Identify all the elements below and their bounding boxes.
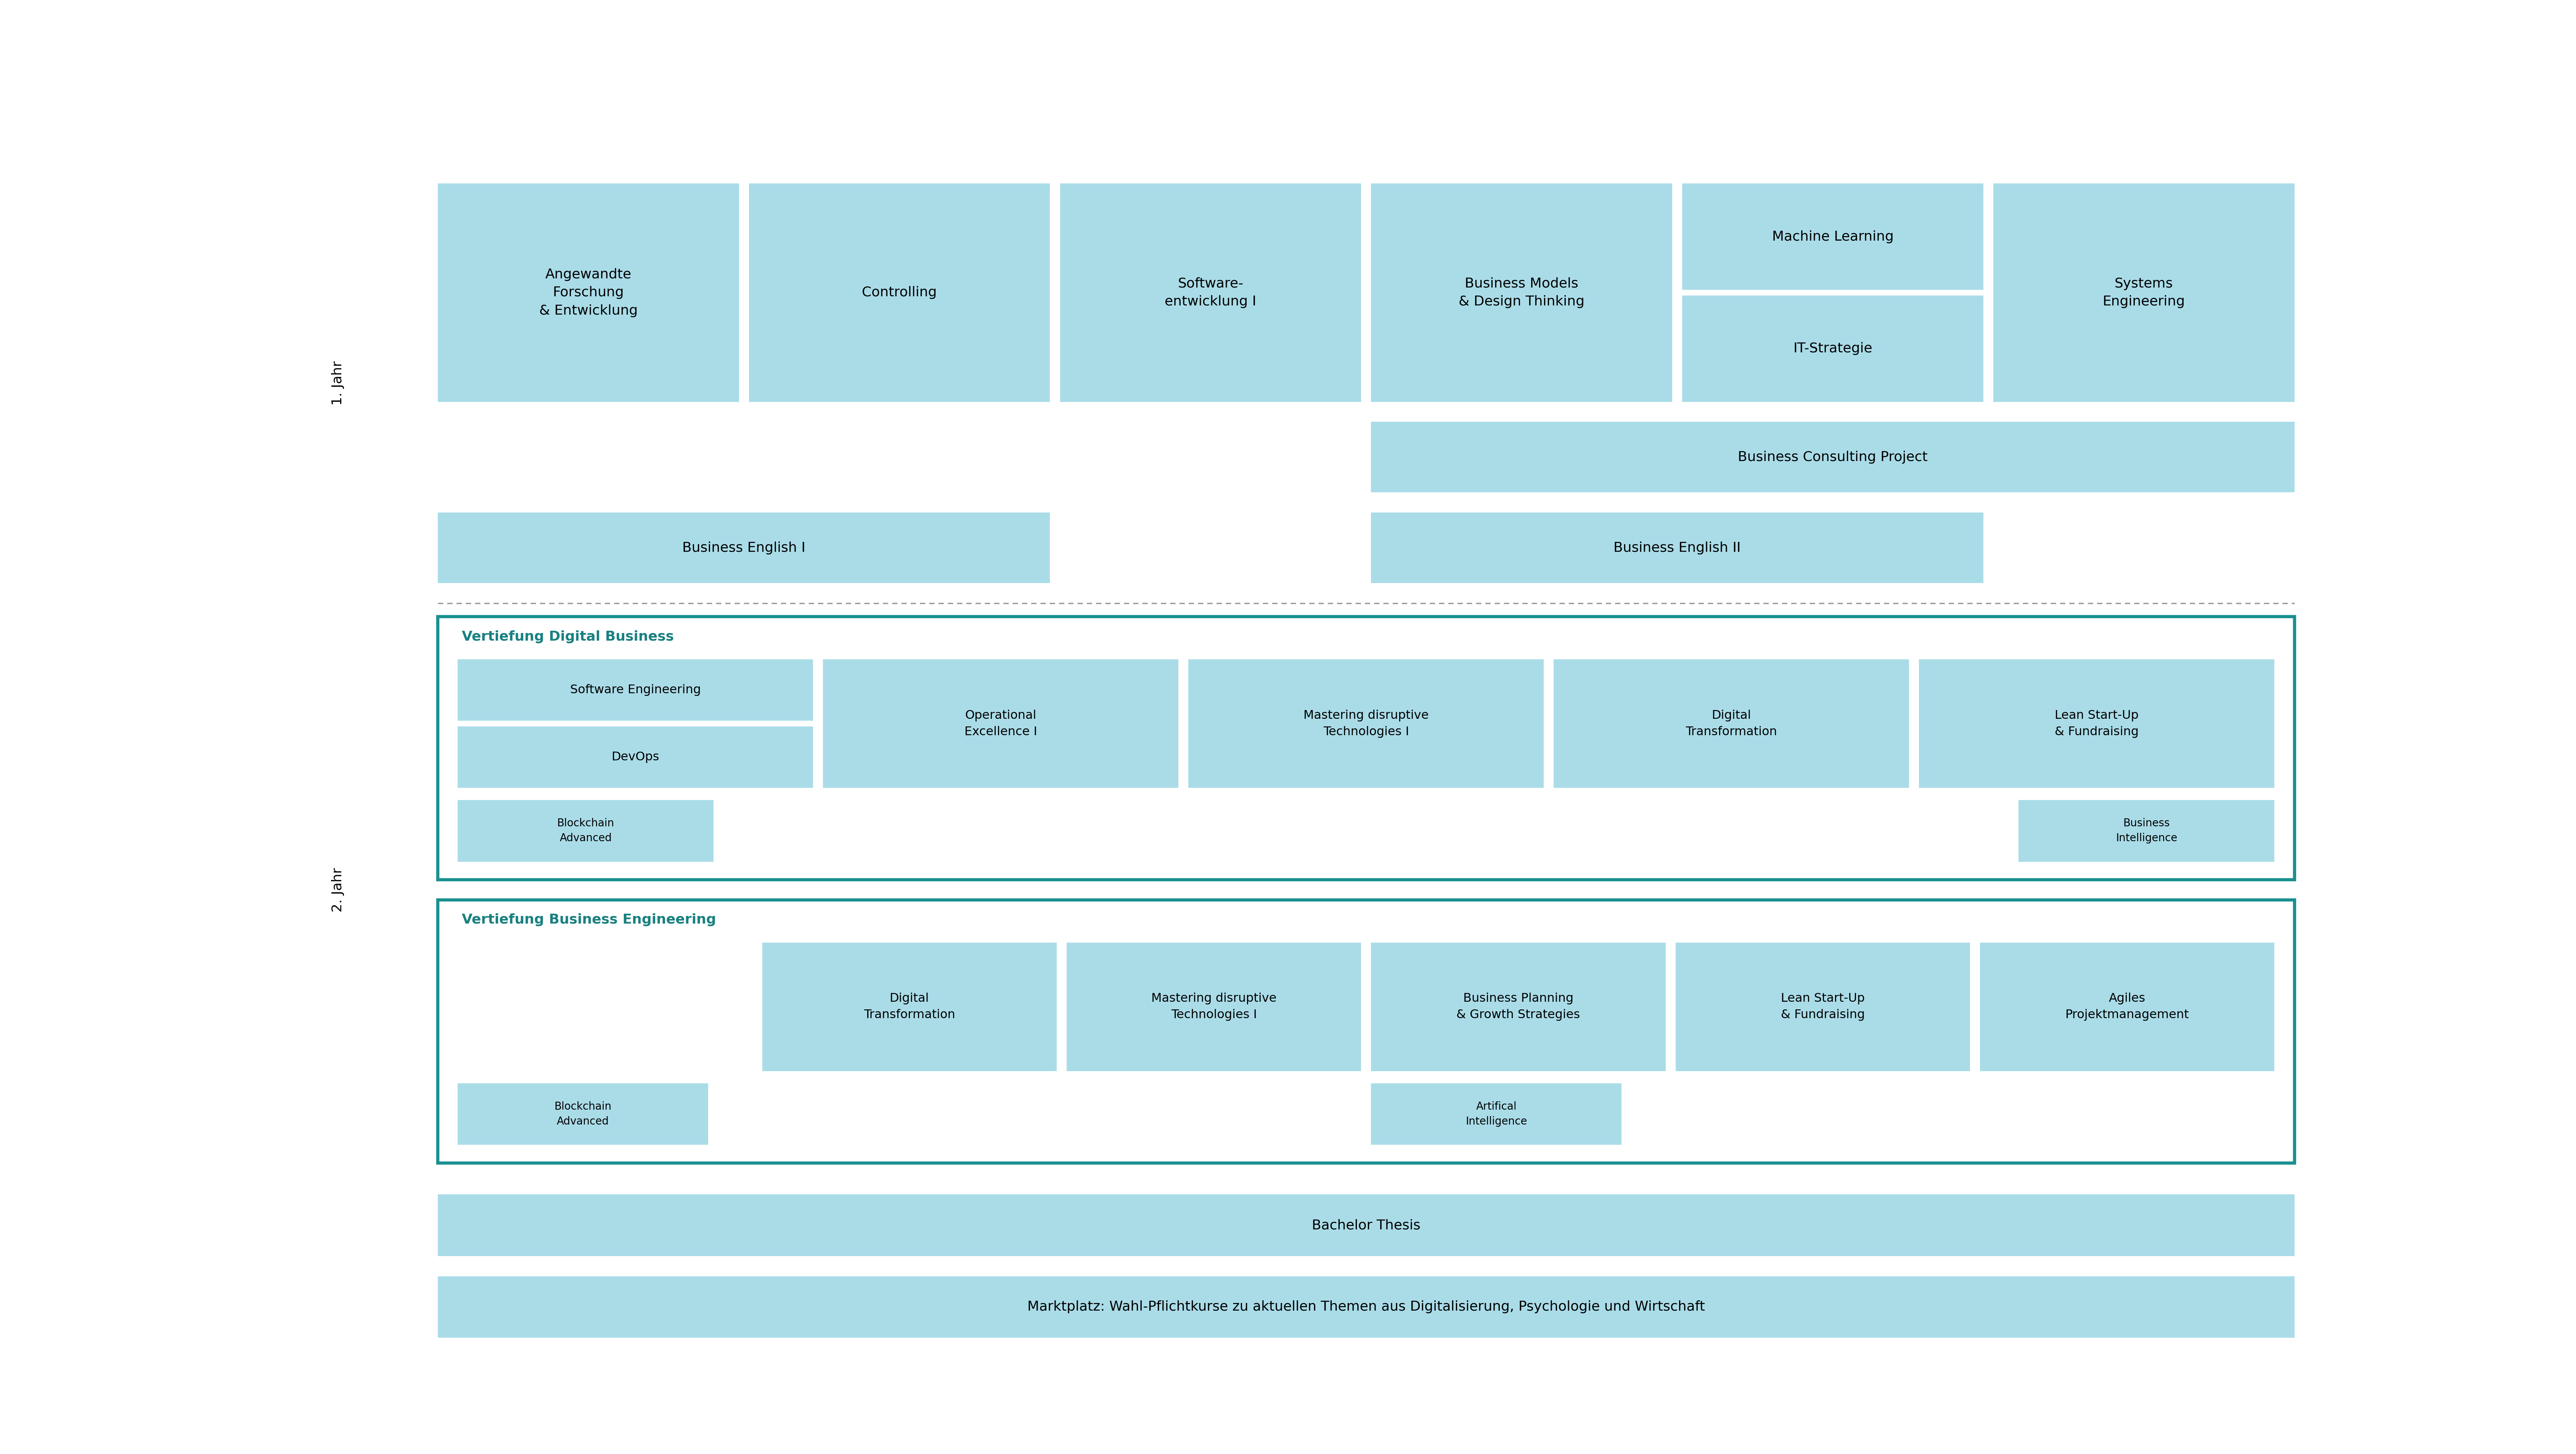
FancyBboxPatch shape [459, 727, 814, 788]
Text: Software-
entwicklung I: Software- entwicklung I [1164, 278, 1257, 308]
Text: Mastering disruptive
Technologies I: Mastering disruptive Technologies I [1151, 993, 1278, 1021]
Text: Business English I: Business English I [683, 541, 806, 554]
FancyBboxPatch shape [459, 659, 814, 721]
Text: Digital
Transformation: Digital Transformation [863, 993, 956, 1021]
Text: Business Models
& Design Thinking: Business Models & Design Thinking [1458, 278, 1584, 308]
Text: Business Planning
& Growth Strategies: Business Planning & Growth Strategies [1455, 993, 1579, 1021]
Text: Digital
Transformation: Digital Transformation [1685, 710, 1777, 737]
FancyBboxPatch shape [824, 659, 1177, 788]
Text: Systems
Engineering: Systems Engineering [2102, 278, 2184, 308]
FancyBboxPatch shape [459, 1083, 708, 1144]
Text: Marktplatz: Wahl-Pflichtkurse zu aktuellen Themen aus Digitalisierung, Psycholog: Marktplatz: Wahl-Pflichtkurse zu aktuell… [1028, 1300, 1705, 1313]
FancyBboxPatch shape [1682, 295, 1984, 401]
Text: Mastering disruptive
Technologies I: Mastering disruptive Technologies I [1303, 710, 1430, 737]
Text: IT-Strategie: IT-Strategie [1793, 342, 1873, 355]
FancyBboxPatch shape [1919, 659, 2275, 788]
Text: 2. Jahr: 2. Jahr [332, 868, 345, 912]
FancyBboxPatch shape [459, 800, 714, 862]
FancyBboxPatch shape [1059, 183, 1360, 401]
Text: Lean Start-Up
& Fundraising: Lean Start-Up & Fundraising [2056, 710, 2138, 737]
Text: Angewandte
Forschung
& Entwicklung: Angewandte Forschung & Entwicklung [538, 268, 639, 317]
FancyBboxPatch shape [762, 942, 1056, 1072]
Text: Business English II: Business English II [1613, 541, 1741, 554]
FancyBboxPatch shape [1370, 513, 1984, 583]
Text: Software Engineering: Software Engineering [569, 685, 701, 696]
Text: 1. Jahr: 1. Jahr [332, 361, 345, 406]
FancyBboxPatch shape [1674, 942, 1971, 1072]
FancyBboxPatch shape [1370, 422, 2295, 493]
FancyBboxPatch shape [438, 1277, 2295, 1338]
FancyBboxPatch shape [438, 513, 1051, 583]
Text: DevOps: DevOps [611, 752, 659, 763]
Text: Agiles
Projektmanagement: Agiles Projektmanagement [2066, 993, 2190, 1021]
FancyBboxPatch shape [1370, 942, 1667, 1072]
Text: Vertiefung Digital Business: Vertiefung Digital Business [461, 630, 675, 643]
FancyBboxPatch shape [438, 183, 739, 401]
FancyBboxPatch shape [438, 1194, 2295, 1256]
FancyBboxPatch shape [750, 183, 1051, 401]
FancyBboxPatch shape [1994, 183, 2295, 401]
Text: Blockchain
Advanced: Blockchain Advanced [556, 819, 613, 843]
Text: Bachelor Thesis: Bachelor Thesis [1311, 1218, 1419, 1232]
Text: Artifical
Intelligence: Artifical Intelligence [1466, 1101, 1528, 1127]
Text: Machine Learning: Machine Learning [1772, 230, 1893, 243]
Text: Controlling: Controlling [863, 286, 938, 300]
Text: Business Consulting Project: Business Consulting Project [1739, 451, 1927, 464]
FancyBboxPatch shape [1066, 942, 1360, 1072]
Text: Operational
Excellence I: Operational Excellence I [963, 710, 1038, 737]
FancyBboxPatch shape [1981, 942, 2275, 1072]
FancyBboxPatch shape [1682, 183, 1984, 289]
FancyBboxPatch shape [1188, 659, 1543, 788]
Text: Vertiefung Business Engineering: Vertiefung Business Engineering [461, 913, 716, 926]
FancyBboxPatch shape [2020, 800, 2275, 862]
FancyBboxPatch shape [1370, 183, 1672, 401]
Text: Business
Intelligence: Business Intelligence [2115, 819, 2177, 843]
FancyBboxPatch shape [1370, 1083, 1620, 1144]
Text: Blockchain
Advanced: Blockchain Advanced [554, 1101, 611, 1127]
FancyBboxPatch shape [1553, 659, 1909, 788]
Text: Lean Start-Up
& Fundraising: Lean Start-Up & Fundraising [1780, 993, 1865, 1021]
